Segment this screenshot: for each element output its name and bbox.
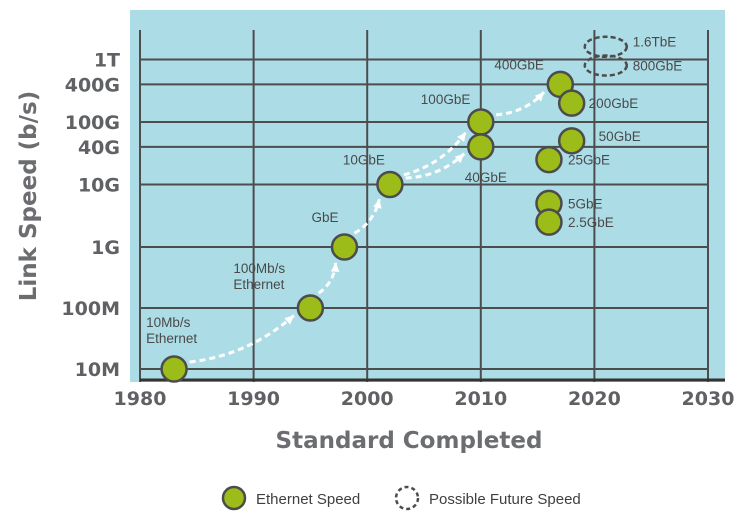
legend-ethernet-marker — [221, 485, 247, 511]
point-label-eth-0-line0: 10Mb/s — [146, 315, 191, 330]
arrow-2 — [353, 198, 381, 235]
x-tick-2030: 2030 — [682, 388, 735, 410]
ethernet-point-5 — [467, 133, 495, 161]
ethernet-point-3 — [376, 170, 404, 199]
arrowhead-4 — [454, 153, 465, 164]
ethernet-point-2 — [330, 233, 359, 261]
ethernet-point-8 — [557, 127, 586, 155]
point-label-eth-9: 25GbE — [568, 153, 610, 168]
plot-background — [130, 10, 725, 382]
legend-future-marker — [394, 485, 420, 511]
point-label-eth-5: 40GbE — [465, 170, 507, 185]
x-tick-2000: 2000 — [341, 388, 394, 410]
point-label-eth-11: 2.5GbE — [568, 215, 614, 230]
x-tick-labels: 1980 1990 2000 2010 2020 2030 — [114, 388, 735, 410]
arrowhead-3 — [457, 132, 466, 143]
legend-ethernet-label: Ethernet Speed — [256, 491, 360, 508]
grid-lines — [139, 30, 725, 382]
point-label-eth-1-line0: 100Mb/s — [233, 261, 285, 276]
legend: Ethernet Speed Possible Future Speed — [221, 485, 581, 511]
y-tick-1T: 1T — [94, 50, 120, 72]
ethernet-point-1 — [296, 294, 325, 322]
point-labels: 10Mb/sEthernet100Mb/sEthernetGbE10GbE100… — [146, 35, 682, 346]
legend-future-label: Possible Future Speed — [429, 491, 581, 508]
arrowhead-5 — [534, 92, 545, 102]
arrow-5 — [496, 91, 546, 117]
ethernet-point-4 — [467, 108, 495, 136]
point-label-eth-4: 100GbE — [421, 92, 471, 107]
point-label-eth-6: 400GbE — [494, 57, 544, 72]
point-label-future-0: 1.6TbE — [633, 35, 677, 50]
arrow-0 — [189, 314, 295, 364]
data-points — [160, 35, 629, 383]
point-label-eth-7: 200GbE — [589, 96, 639, 111]
y-tick-100M: 100M — [61, 298, 120, 320]
point-label-eth-1-line1: Ethernet — [233, 277, 284, 292]
point-label-future-1: 800GbE — [633, 59, 683, 74]
y-tick-100G: 100G — [65, 112, 120, 134]
point-label-eth-3: 10GbE — [343, 153, 385, 168]
y-tick-10G: 10G — [78, 175, 120, 197]
x-axis-title: Standard Completed — [276, 428, 543, 454]
point-label-eth-2: GbE — [311, 210, 338, 225]
progression-arrows — [189, 91, 546, 364]
arrowhead-1 — [330, 262, 340, 272]
y-tick-40G: 40G — [78, 137, 120, 159]
point-label-eth-8: 50GbE — [599, 129, 641, 144]
point-label-eth-10: 5GbE — [568, 196, 603, 211]
ethernet-point-9 — [535, 145, 563, 174]
x-tick-2010: 2010 — [454, 388, 507, 410]
arrowhead-0 — [284, 315, 294, 325]
ethernet-point-0 — [160, 355, 188, 383]
point-label-eth-0-line1: Ethernet — [146, 331, 197, 346]
arrowhead-2 — [373, 199, 382, 209]
x-tick-1980: 1980 — [114, 388, 167, 410]
x-tick-2020: 2020 — [568, 388, 621, 410]
ethernet-point-7 — [557, 89, 586, 117]
arrow-4 — [405, 152, 466, 180]
y-tick-10M: 10M — [75, 359, 120, 381]
x-tick-1990: 1990 — [227, 388, 280, 410]
future-point-1 — [583, 54, 629, 77]
y-tick-1G: 1G — [91, 237, 120, 259]
ethernet-point-11 — [535, 208, 563, 236]
y-axis-title: Link Speed (b/s) — [16, 91, 42, 302]
y-tick-400G: 400G — [65, 74, 120, 96]
